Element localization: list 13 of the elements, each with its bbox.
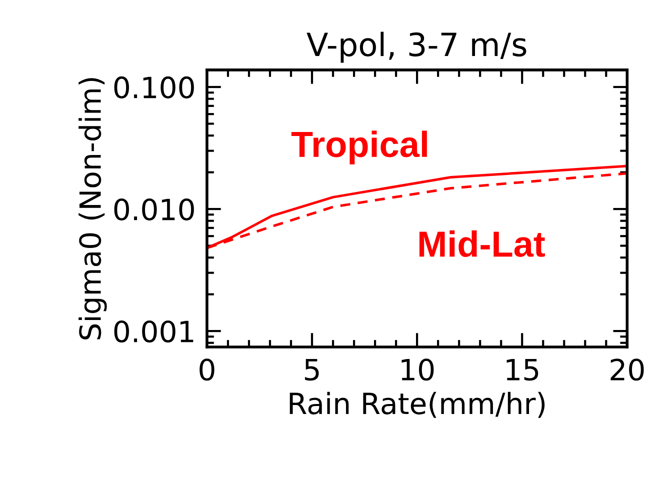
chart-title: V-pol, 3-7 m/s (306, 32, 526, 63)
x-tick-label: 5 (304, 358, 319, 381)
y-axis-title: Sigma0 (Non-dim) (78, 78, 107, 340)
x-tick-label: 10 (402, 358, 434, 381)
series-label: Tropical (291, 130, 427, 164)
y-tick-label: 0.100 (114, 76, 194, 98)
series-label: Mid-Lat (419, 230, 545, 257)
x-axis-title: Rain Rate(mm/hr) (290, 392, 545, 418)
x-tick-label: 20 (610, 358, 644, 381)
x-tick-label: 0 (200, 358, 214, 381)
y-tick-label: 0.010 (114, 198, 194, 221)
y-tick-label: 0.001 (114, 320, 194, 343)
x-tick-label: 15 (506, 358, 538, 381)
